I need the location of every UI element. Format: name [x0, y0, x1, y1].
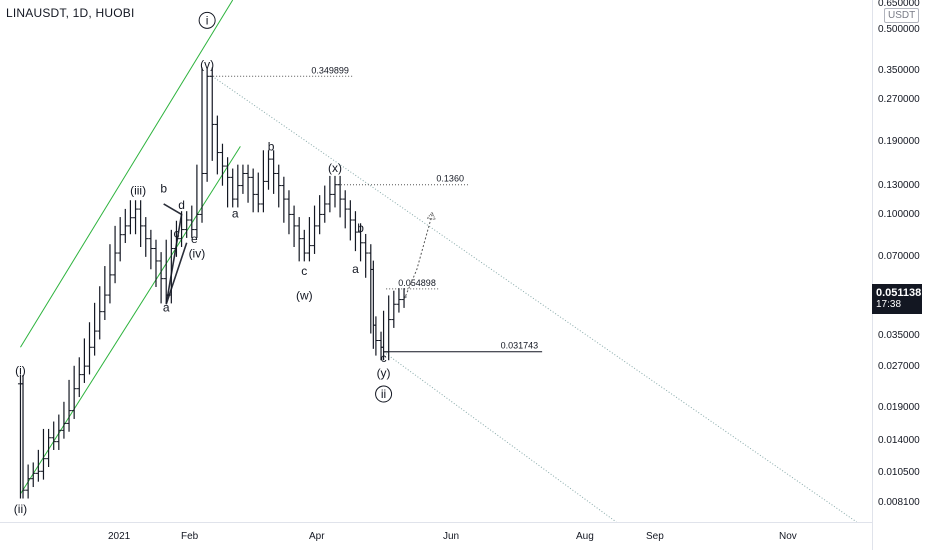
symbol-title: LINAUSDT, 1D, HUOBI: [6, 6, 135, 20]
chart-canvas[interactable]: 0.349899 0.1360 0.054898 0.031743 i (v) (iii) b…: [0, 0, 872, 523]
price-tick: 0.190000: [878, 136, 920, 147]
time-tick: Sep: [646, 531, 664, 542]
wave-label: ii: [381, 387, 386, 401]
bar-countdown: 17:38: [876, 299, 902, 310]
wave-label: (x): [328, 161, 342, 175]
channel-lower-line: [20, 146, 241, 495]
price-tick: 0.027000: [878, 361, 920, 372]
wave-label: (iv): [189, 247, 206, 261]
level-label: 0.054898: [398, 278, 436, 288]
price-tick: 0.350000: [878, 65, 920, 76]
time-tick: Aug: [576, 531, 594, 542]
price-tick: 0.100000: [878, 209, 920, 220]
wave-label: (y): [377, 366, 391, 380]
wave-label: (v): [200, 57, 214, 71]
wave-label: b: [268, 140, 275, 154]
wave-label: b: [357, 221, 364, 235]
wave-label: (i): [15, 364, 26, 378]
time-tick: Nov: [779, 531, 797, 542]
triangle-pattern: [163, 203, 188, 305]
wave-label-circle: [375, 385, 393, 403]
currency-badge[interactable]: USDT: [884, 8, 920, 23]
price-tick: 0.014000: [878, 435, 920, 446]
wave-label: (ii): [14, 502, 27, 516]
wave-label-circle: [198, 11, 216, 29]
wave-label: a: [352, 262, 359, 276]
time-tick: Jun: [443, 531, 460, 542]
wave-label: c: [381, 351, 387, 365]
level-label: 0.349899: [311, 65, 349, 75]
wave-label: (w): [296, 289, 313, 303]
last-price-value: 0.051138: [876, 287, 922, 299]
time-tick: Apr: [309, 531, 325, 542]
price-tick: 0.130000: [878, 180, 920, 191]
last-price-label: 0.051138 17:38: [872, 284, 922, 314]
level-label: 0.1360: [436, 174, 464, 184]
price-tick: 0.270000: [878, 94, 920, 105]
time-tick: 2021: [108, 531, 131, 542]
wave-label: c: [301, 264, 307, 278]
price-axis[interactable]: [872, 0, 932, 550]
price-tick: 0.070000: [878, 251, 920, 262]
wave-label: a: [232, 207, 239, 221]
price-tick: 0.500000: [878, 24, 920, 35]
wave-label: (iii): [130, 183, 146, 197]
wave-label: e: [191, 232, 198, 246]
price-tick: 0.008100: [878, 497, 920, 508]
wave-label: b: [160, 182, 167, 196]
projection-path: [403, 214, 433, 300]
price-tick: 0.650000: [878, 0, 920, 9]
wave-label: d: [178, 198, 185, 212]
price-chart[interactable]: 0.349899 0.1360 0.054898 0.031743 i (v) (iii) b…: [0, 0, 872, 523]
price-tick: 0.010500: [878, 467, 920, 478]
wave-label: i: [206, 13, 209, 27]
wave-label: a: [163, 301, 170, 315]
time-axis[interactable]: [0, 522, 872, 551]
level-label: 0.031743: [501, 341, 539, 351]
channel-upper-line: [20, 0, 234, 348]
wave-label: c: [173, 226, 179, 240]
price-tick: 0.019000: [878, 402, 920, 413]
time-tick: Feb: [181, 531, 199, 542]
price-tick: 0.035000: [878, 330, 920, 341]
down-channel-lower-line: [383, 351, 617, 523]
